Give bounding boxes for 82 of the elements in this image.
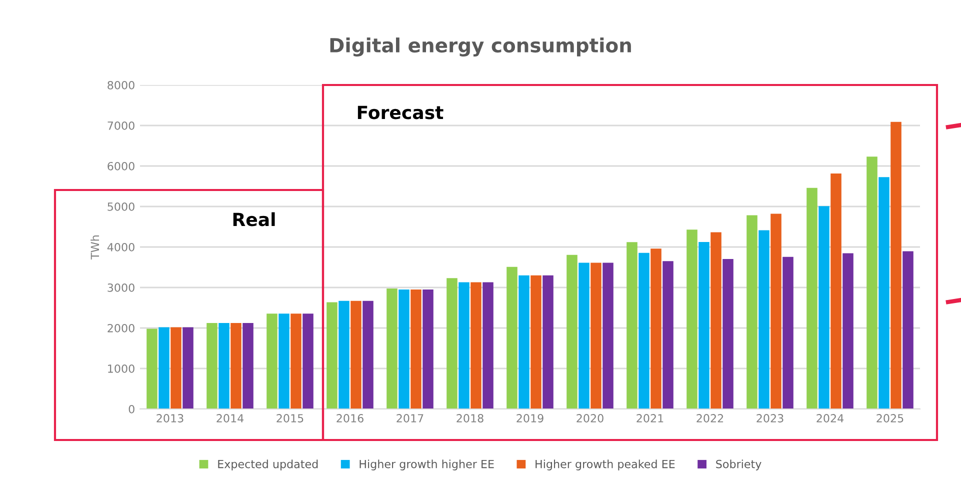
bar (290, 314, 302, 409)
bar (878, 177, 890, 409)
bar (758, 230, 770, 409)
legend-label: Higher growth peaked EE (536, 460, 675, 470)
x-tick-label: 2020 (576, 414, 604, 422)
bar (350, 300, 362, 409)
y-tick-label: 0 (128, 404, 134, 414)
bar (278, 314, 290, 409)
chart-title: Digital energy consumption (330, 38, 631, 56)
bar (698, 242, 710, 409)
bar (158, 327, 170, 409)
bar (422, 290, 434, 409)
bar (890, 122, 902, 409)
x-tick-label: 2018 (456, 414, 484, 422)
bar (302, 314, 314, 409)
x-tick-label: 2017 (396, 414, 424, 422)
bar (338, 300, 350, 409)
bar (686, 230, 698, 409)
y-tick-label: 7000 (108, 121, 134, 130)
bar (362, 300, 374, 409)
bar (482, 282, 494, 409)
bar (218, 322, 230, 409)
annotation: Forecast (358, 106, 444, 120)
bar (626, 242, 638, 409)
bar (710, 232, 722, 409)
x-tick-label: 2015 (276, 414, 304, 422)
bar (638, 252, 650, 409)
bar (542, 275, 554, 409)
x-tick-label: 2022 (696, 414, 724, 422)
annotation: Real (233, 212, 275, 226)
x-tick-label: 2016 (336, 414, 364, 422)
bar (182, 327, 194, 409)
bar (770, 214, 782, 409)
bar (386, 288, 398, 409)
y-tick-label: 8000 (108, 80, 134, 90)
y-axis-title: TWh (90, 236, 99, 260)
bar (842, 253, 854, 409)
x-tick-label: 2025 (876, 414, 904, 422)
x-tick-label: 2013 (156, 414, 184, 422)
bar (242, 322, 254, 409)
bar (782, 256, 794, 409)
bar (590, 262, 602, 409)
bar (722, 258, 734, 409)
x-tick-label: 2014 (216, 414, 244, 422)
bar (458, 282, 470, 409)
bar (662, 261, 674, 409)
bar (230, 322, 242, 409)
y-tick-label: 5000 (108, 202, 134, 211)
bar (206, 322, 218, 409)
legend-label: Expected updated (218, 460, 318, 470)
bar (170, 327, 182, 409)
bar (398, 290, 410, 409)
bar (410, 290, 422, 409)
bar (818, 206, 830, 409)
x-tick-label: 2023 (756, 414, 784, 422)
bar (746, 215, 758, 409)
bar (506, 266, 518, 409)
y-tick-label: 6000 (108, 162, 134, 170)
bar (866, 156, 878, 409)
bar (566, 254, 578, 409)
legend-label: Higher growth higher EE (360, 460, 494, 470)
y-tick-label: 2000 (108, 324, 134, 332)
bar (578, 262, 590, 409)
y-tick-label: 1000 (108, 364, 134, 373)
bar (530, 275, 542, 409)
bar (806, 188, 818, 409)
y-tick-label: 4000 (107, 242, 134, 252)
bar (146, 328, 158, 409)
x-tick-label: 2024 (816, 414, 844, 422)
bar (518, 275, 530, 409)
bar (902, 251, 914, 409)
x-tick-label: 2021 (636, 414, 664, 422)
bar (602, 262, 614, 409)
bar (650, 248, 662, 409)
bar (326, 302, 338, 409)
x-tick-label: 2019 (516, 414, 544, 422)
bar (446, 278, 458, 409)
legend-label: Sobriety (716, 460, 762, 470)
bar (470, 282, 482, 409)
bar (830, 173, 842, 409)
bar (266, 314, 278, 409)
y-tick-label: 3000 (108, 283, 134, 292)
